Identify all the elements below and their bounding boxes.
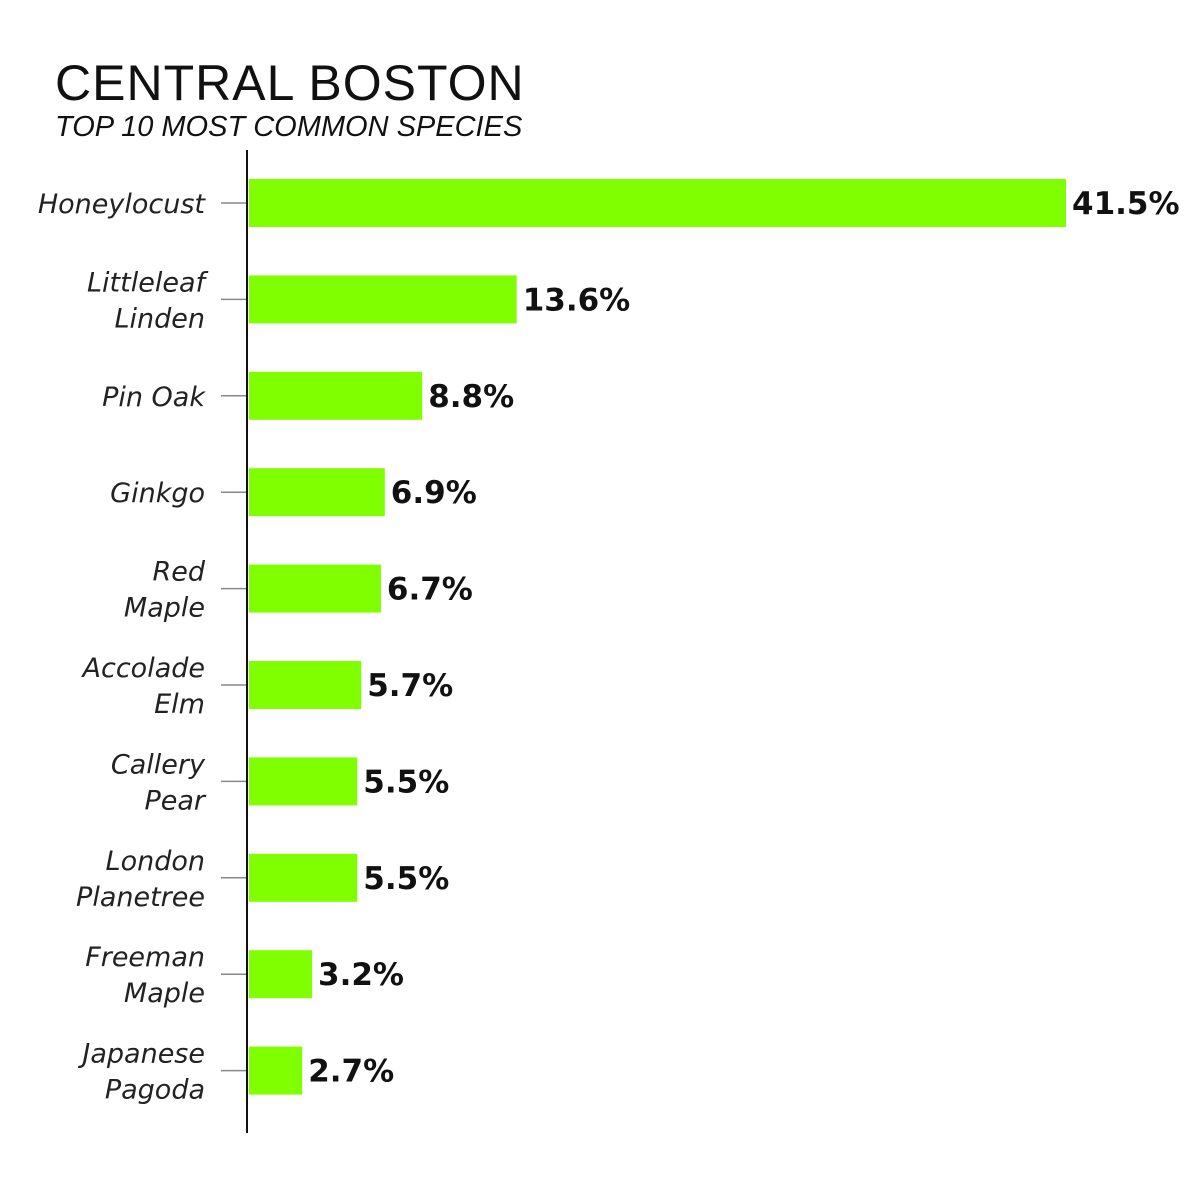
bar xyxy=(249,371,423,420)
bar xyxy=(249,1046,303,1095)
data-label: 3.2% xyxy=(318,957,404,993)
category-label: Littleleaf Linden xyxy=(87,267,208,334)
data-label: 5.5% xyxy=(363,861,449,897)
bar xyxy=(249,275,517,324)
data-label: 6.9% xyxy=(391,475,477,511)
category-label: Callery Pear xyxy=(111,749,207,816)
category-label: Accolade Elm xyxy=(81,653,205,720)
bar xyxy=(249,179,1066,227)
data-label: 8.8% xyxy=(428,379,514,415)
chart-title: CENTRAL BOSTON xyxy=(55,55,525,111)
data-label: 2.7% xyxy=(308,1054,394,1090)
category-label: Freeman Maple xyxy=(85,942,205,1009)
category-label: Japanese Pagoda xyxy=(77,1039,205,1106)
category-label: Honeylocust xyxy=(38,189,207,220)
bar xyxy=(249,950,312,999)
category-label: Pin Oak xyxy=(102,382,206,413)
bar xyxy=(249,468,385,517)
bar xyxy=(249,661,362,709)
data-label: 41.5% xyxy=(1072,186,1180,222)
bar xyxy=(249,564,381,613)
chart-subtitle: TOP 10 MOST COMMON SPECIES xyxy=(55,111,523,143)
category-label: London Planetree xyxy=(76,846,205,913)
data-label: 5.5% xyxy=(363,764,449,800)
data-label: 5.7% xyxy=(367,668,453,704)
category-label: Ginkgo xyxy=(110,478,205,509)
bar xyxy=(249,853,358,902)
bar xyxy=(249,757,358,806)
category-label: Red Maple xyxy=(124,557,206,624)
data-label: 13.6% xyxy=(523,282,631,318)
data-label: 6.7% xyxy=(387,572,473,608)
